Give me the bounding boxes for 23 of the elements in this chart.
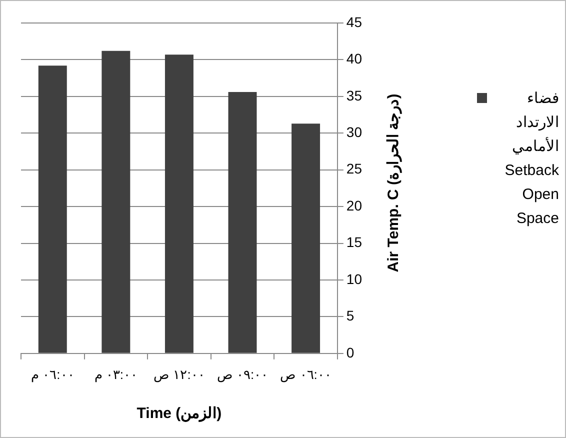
y-tick-label: 10 <box>346 270 362 287</box>
bar <box>164 54 194 353</box>
x-tick-label: ٠٦:٠٠ م <box>31 366 74 383</box>
bar <box>292 124 320 353</box>
y-axis-title: Air Temp. C (درجة الحرارة) <box>384 94 402 272</box>
x-tick-label: ١٢:٠٠ ص <box>154 366 205 383</box>
x-axis-title: Time (الزمن) <box>136 405 222 422</box>
y-tick-label: 20 <box>346 197 362 214</box>
y-tick-label: 25 <box>346 160 362 177</box>
x-tick-label: ٠٦:٠٠ ص <box>280 366 332 383</box>
bar <box>228 92 257 353</box>
bar <box>38 66 67 353</box>
x-tick-label: ٠٣:٠٠ م <box>94 366 138 383</box>
y-tick-label: 15 <box>346 234 362 250</box>
y-tick-label: 35 <box>346 87 362 104</box>
y-tick-label: 45 <box>346 14 362 30</box>
y-tick-label: 0 <box>346 344 354 360</box>
text: فضاء الارتداد الأمامي Setback Open Space <box>504 89 559 229</box>
y-tick-label: 5 <box>346 308 354 324</box>
x-tick-label: ٠٩:٠٠ ص <box>216 366 268 383</box>
y-tick-label: 40 <box>346 50 362 67</box>
bar <box>102 50 130 353</box>
y-tick-label: 30 <box>346 124 362 140</box>
